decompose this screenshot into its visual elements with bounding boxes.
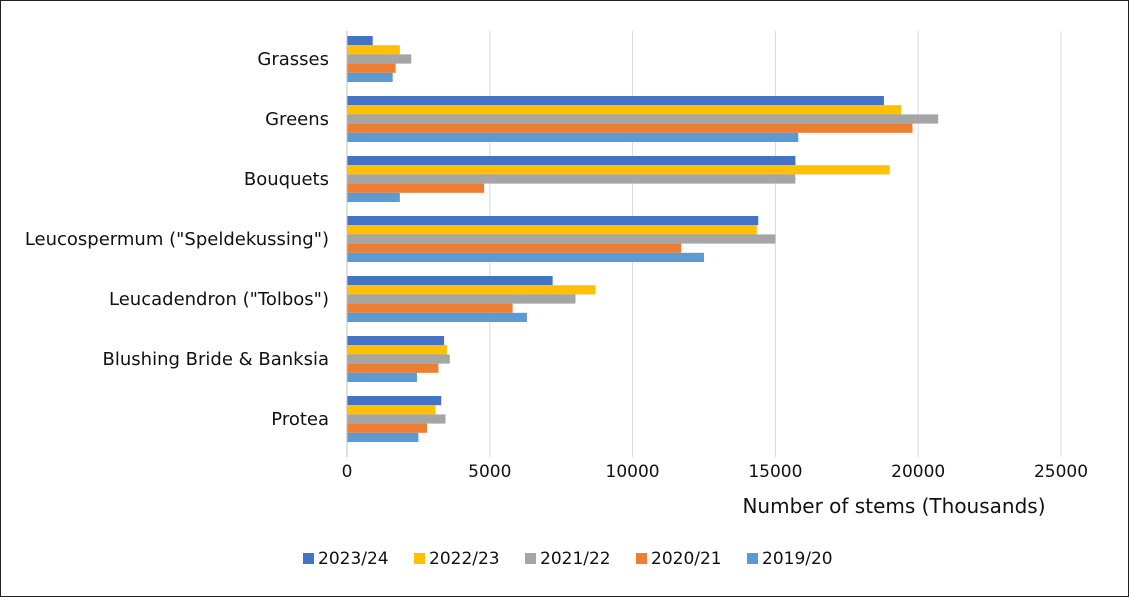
bar-2020-21-4 — [347, 303, 513, 313]
legend-swatch-2020-21 — [636, 553, 647, 564]
x-axis-title: Number of stems (Thousands) — [742, 494, 1045, 518]
bar-2021-22-5 — [347, 354, 450, 364]
bar-2021-22-0 — [347, 54, 412, 64]
x-tick-label: 20000 — [891, 462, 945, 482]
bar-2019-20-2 — [347, 192, 400, 202]
bar-2023-24-0 — [347, 36, 373, 46]
category-label: Grasses — [257, 49, 329, 70]
bar-2023-24-4 — [347, 276, 553, 286]
bar-2023-24-1 — [347, 96, 884, 106]
bar-2021-22-2 — [347, 174, 796, 184]
bar-2019-20-3 — [347, 252, 704, 262]
labels: Number of stems (Thousands) 0 5000 10000 15… — [25, 49, 1088, 518]
bar-2020-21-5 — [347, 363, 439, 373]
legend-swatch-2023-24 — [303, 553, 314, 564]
legend-label: 2021/22 — [540, 549, 611, 569]
bar-2019-20-6 — [347, 432, 419, 442]
bar-2022-23-4 — [347, 285, 596, 295]
x-tick-label: 15000 — [748, 462, 802, 482]
x-tick-label: 5000 — [468, 462, 511, 482]
bar-2022-23-1 — [347, 105, 902, 115]
bar-2020-21-2 — [347, 183, 485, 193]
bar-2022-23-2 — [347, 165, 890, 175]
bar-2023-24-3 — [347, 216, 759, 226]
x-tick-label: 10000 — [606, 462, 660, 482]
bar-2019-20-1 — [347, 132, 799, 142]
bar-2020-21-1 — [347, 123, 913, 133]
bar-2023-24-5 — [347, 336, 445, 346]
category-label: Leucospermum ("Speldekussing") — [25, 229, 329, 250]
bar-2019-20-4 — [347, 312, 527, 322]
bar-2021-22-4 — [347, 294, 576, 304]
bar-2021-22-6 — [347, 414, 446, 424]
category-label: Leucadendron ("Tolbos") — [109, 289, 329, 310]
legend-swatch-2022-23 — [414, 553, 425, 564]
legend-label: 2020/21 — [651, 549, 722, 569]
legend: 2023/24 2022/23 2021/22 2020/21 2019/20 — [303, 549, 833, 569]
bar-2022-23-5 — [347, 345, 447, 355]
bar-2022-23-6 — [347, 405, 436, 415]
x-tick-label: 0 — [342, 462, 353, 482]
bar-2023-24-2 — [347, 156, 796, 166]
bar-2019-20-0 — [347, 72, 393, 82]
bar-2020-21-0 — [347, 63, 396, 73]
category-label: Greens — [265, 109, 329, 130]
legend-label: 2023/24 — [318, 549, 389, 569]
category-label: Bouquets — [244, 169, 329, 190]
x-tick-label: 25000 — [1034, 462, 1088, 482]
category-label: Protea — [271, 409, 329, 430]
legend-label: 2019/20 — [762, 549, 833, 569]
bar-2021-22-1 — [347, 114, 939, 124]
bar-2021-22-3 — [347, 234, 776, 244]
legend-swatch-2021-22 — [525, 553, 536, 564]
bar-2023-24-6 — [347, 396, 442, 406]
legend-swatch-2019-20 — [747, 553, 758, 564]
bar-2022-23-0 — [347, 45, 400, 55]
bars — [347, 36, 939, 442]
bar-2020-21-3 — [347, 243, 682, 253]
category-label: Blushing Bride & Banksia — [103, 349, 329, 370]
legend-label: 2022/23 — [429, 549, 500, 569]
bar-2019-20-5 — [347, 372, 417, 382]
bar-2020-21-6 — [347, 423, 427, 433]
bar-2022-23-3 — [347, 225, 757, 235]
